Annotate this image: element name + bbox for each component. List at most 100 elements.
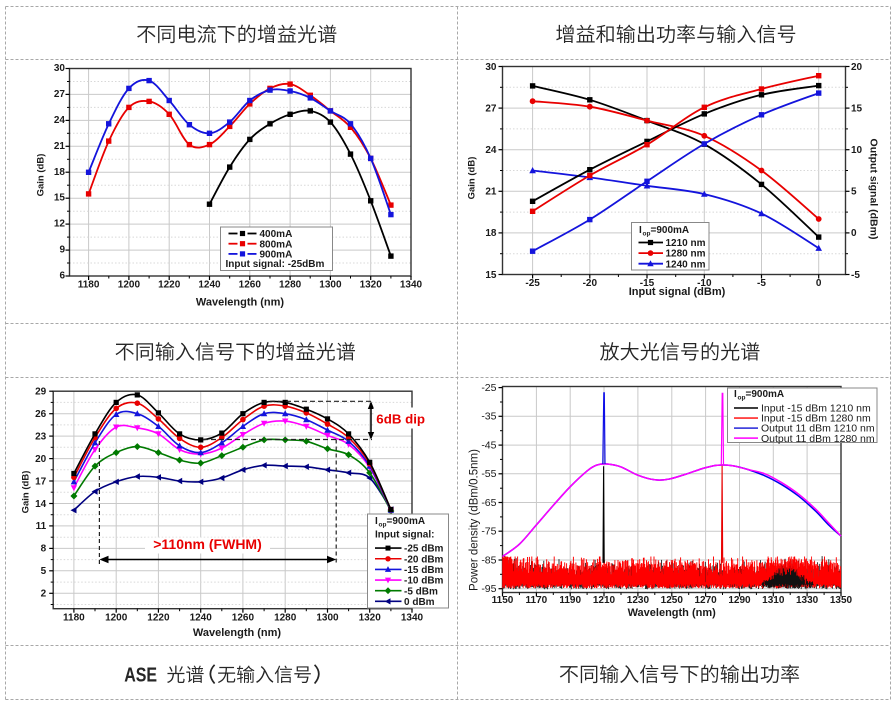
svg-text:I: I [639, 225, 642, 236]
svg-text:1260: 1260 [239, 280, 262, 291]
svg-text:1300: 1300 [316, 613, 339, 624]
svg-text:1200: 1200 [118, 280, 141, 291]
svg-text:24: 24 [485, 145, 497, 156]
svg-text:I: I [734, 389, 737, 400]
svg-text:21: 21 [485, 187, 497, 198]
svg-text:-25 dBm: -25 dBm [404, 544, 444, 555]
svg-text:op: op [379, 522, 387, 529]
svg-text:15: 15 [485, 270, 497, 281]
svg-text:9: 9 [59, 245, 65, 256]
svg-text:1340: 1340 [400, 280, 423, 291]
svg-text:-5 dBm: -5 dBm [404, 586, 438, 597]
svg-text:-25: -25 [481, 382, 496, 394]
svg-text:Output 11 dBm 1210 nm: Output 11 dBm 1210 nm [761, 423, 875, 435]
svg-text:I: I [375, 516, 378, 527]
svg-text:=900mA: =900mA [746, 389, 785, 400]
svg-text:>110nm (FWHM): >110nm (FWHM) [153, 536, 262, 552]
svg-text:1260: 1260 [232, 613, 255, 624]
svg-text:-85: -85 [481, 554, 496, 566]
svg-text:27: 27 [54, 89, 66, 100]
svg-text:Gain (dB): Gain (dB) [467, 157, 478, 200]
svg-text:Gain (dB): Gain (dB) [21, 471, 32, 514]
svg-text:Wavelength (nm): Wavelength (nm) [193, 627, 282, 639]
svg-text:Wavelength (nm): Wavelength (nm) [196, 297, 285, 309]
svg-text:Input signal:: Input signal: [375, 529, 434, 540]
svg-text:=900mA: =900mA [387, 516, 426, 527]
svg-text:2: 2 [41, 589, 47, 600]
svg-text:op: op [738, 395, 746, 402]
svg-text:=900mA: =900mA [651, 225, 690, 236]
svg-text:17: 17 [35, 476, 47, 487]
svg-text:-10 dBm: -10 dBm [404, 576, 444, 587]
svg-text:1170: 1170 [526, 595, 548, 606]
svg-text:29: 29 [35, 387, 47, 398]
svg-text:1200: 1200 [105, 613, 128, 624]
svg-text:1280 nm: 1280 nm [666, 249, 706, 260]
svg-text:Input signal: -25dBm: Input signal: -25dBm [226, 259, 325, 270]
svg-text:5: 5 [851, 187, 857, 198]
svg-text:18: 18 [485, 228, 497, 239]
svg-text:Gain (dB): Gain (dB) [36, 154, 47, 197]
svg-text:1310: 1310 [762, 595, 785, 606]
svg-text:1220: 1220 [147, 613, 170, 624]
svg-text:op: op [643, 231, 651, 238]
svg-text:Input signal (dBm): Input signal (dBm) [629, 286, 726, 298]
svg-text:400mA: 400mA [260, 229, 293, 240]
svg-text:27: 27 [485, 103, 497, 114]
svg-text:-45: -45 [481, 439, 496, 451]
svg-text:8: 8 [41, 544, 47, 555]
svg-text:Input -15 dBm 1210 nm: Input -15 dBm 1210 nm [761, 403, 871, 415]
svg-text:1330: 1330 [796, 595, 819, 606]
svg-text:-20: -20 [583, 278, 598, 289]
svg-text:-5: -5 [851, 270, 860, 281]
svg-text:1240 nm: 1240 nm [666, 259, 706, 270]
svg-text:-25: -25 [525, 278, 540, 289]
svg-text:15: 15 [851, 103, 863, 114]
svg-text:1250: 1250 [661, 595, 684, 606]
svg-text:18: 18 [54, 167, 66, 178]
svg-text:11: 11 [36, 521, 47, 532]
svg-text:14: 14 [35, 499, 47, 510]
svg-text:800mA: 800mA [260, 239, 293, 250]
svg-text:1180: 1180 [78, 280, 100, 291]
svg-text:-10: -10 [697, 278, 712, 289]
svg-text:12: 12 [54, 219, 66, 230]
svg-text:-20 dBm: -20 dBm [404, 554, 444, 565]
svg-text:-15 dBm: -15 dBm [404, 565, 444, 576]
svg-text:6: 6 [59, 271, 65, 282]
svg-text:1210 nm: 1210 nm [666, 238, 706, 249]
svg-text:23: 23 [35, 431, 47, 442]
svg-text:-35: -35 [481, 411, 496, 423]
svg-text:20: 20 [851, 62, 863, 73]
svg-text:ASE: ASE [124, 663, 157, 686]
svg-text:Wavelength (nm): Wavelength (nm) [628, 607, 717, 619]
svg-text:Input -15 dBm 1280 nm: Input -15 dBm 1280 nm [761, 413, 871, 425]
svg-text:5: 5 [41, 566, 47, 577]
svg-text:1350: 1350 [830, 595, 853, 606]
svg-text:0 dBm: 0 dBm [404, 597, 435, 608]
svg-text:900mA: 900mA [260, 250, 293, 261]
svg-text:1290: 1290 [728, 595, 751, 606]
svg-text:1320: 1320 [359, 613, 382, 624]
svg-text:30: 30 [485, 62, 497, 73]
svg-text:21: 21 [54, 141, 66, 152]
svg-text:Output signal (dBm): Output signal (dBm) [868, 139, 880, 240]
svg-text:-5: -5 [757, 278, 766, 289]
svg-text:1210: 1210 [593, 595, 616, 606]
svg-text:-95: -95 [481, 583, 496, 595]
svg-text:1320: 1320 [360, 280, 383, 291]
svg-text:30: 30 [54, 63, 66, 74]
svg-text:0: 0 [851, 228, 857, 239]
svg-text:20: 20 [35, 454, 47, 465]
svg-text:-55: -55 [481, 468, 496, 480]
svg-text:1190: 1190 [559, 595, 581, 606]
svg-text:-15: -15 [640, 278, 655, 289]
svg-text:1270: 1270 [694, 595, 717, 606]
svg-text:Power density (dBm/0.5nm): Power density (dBm/0.5nm) [469, 449, 481, 591]
svg-text:0: 0 [816, 278, 822, 289]
svg-text:24: 24 [54, 115, 66, 126]
svg-text:1230: 1230 [627, 595, 650, 606]
svg-text:1180: 1180 [63, 613, 85, 624]
svg-text:1280: 1280 [274, 613, 297, 624]
svg-text:1240: 1240 [190, 613, 213, 624]
